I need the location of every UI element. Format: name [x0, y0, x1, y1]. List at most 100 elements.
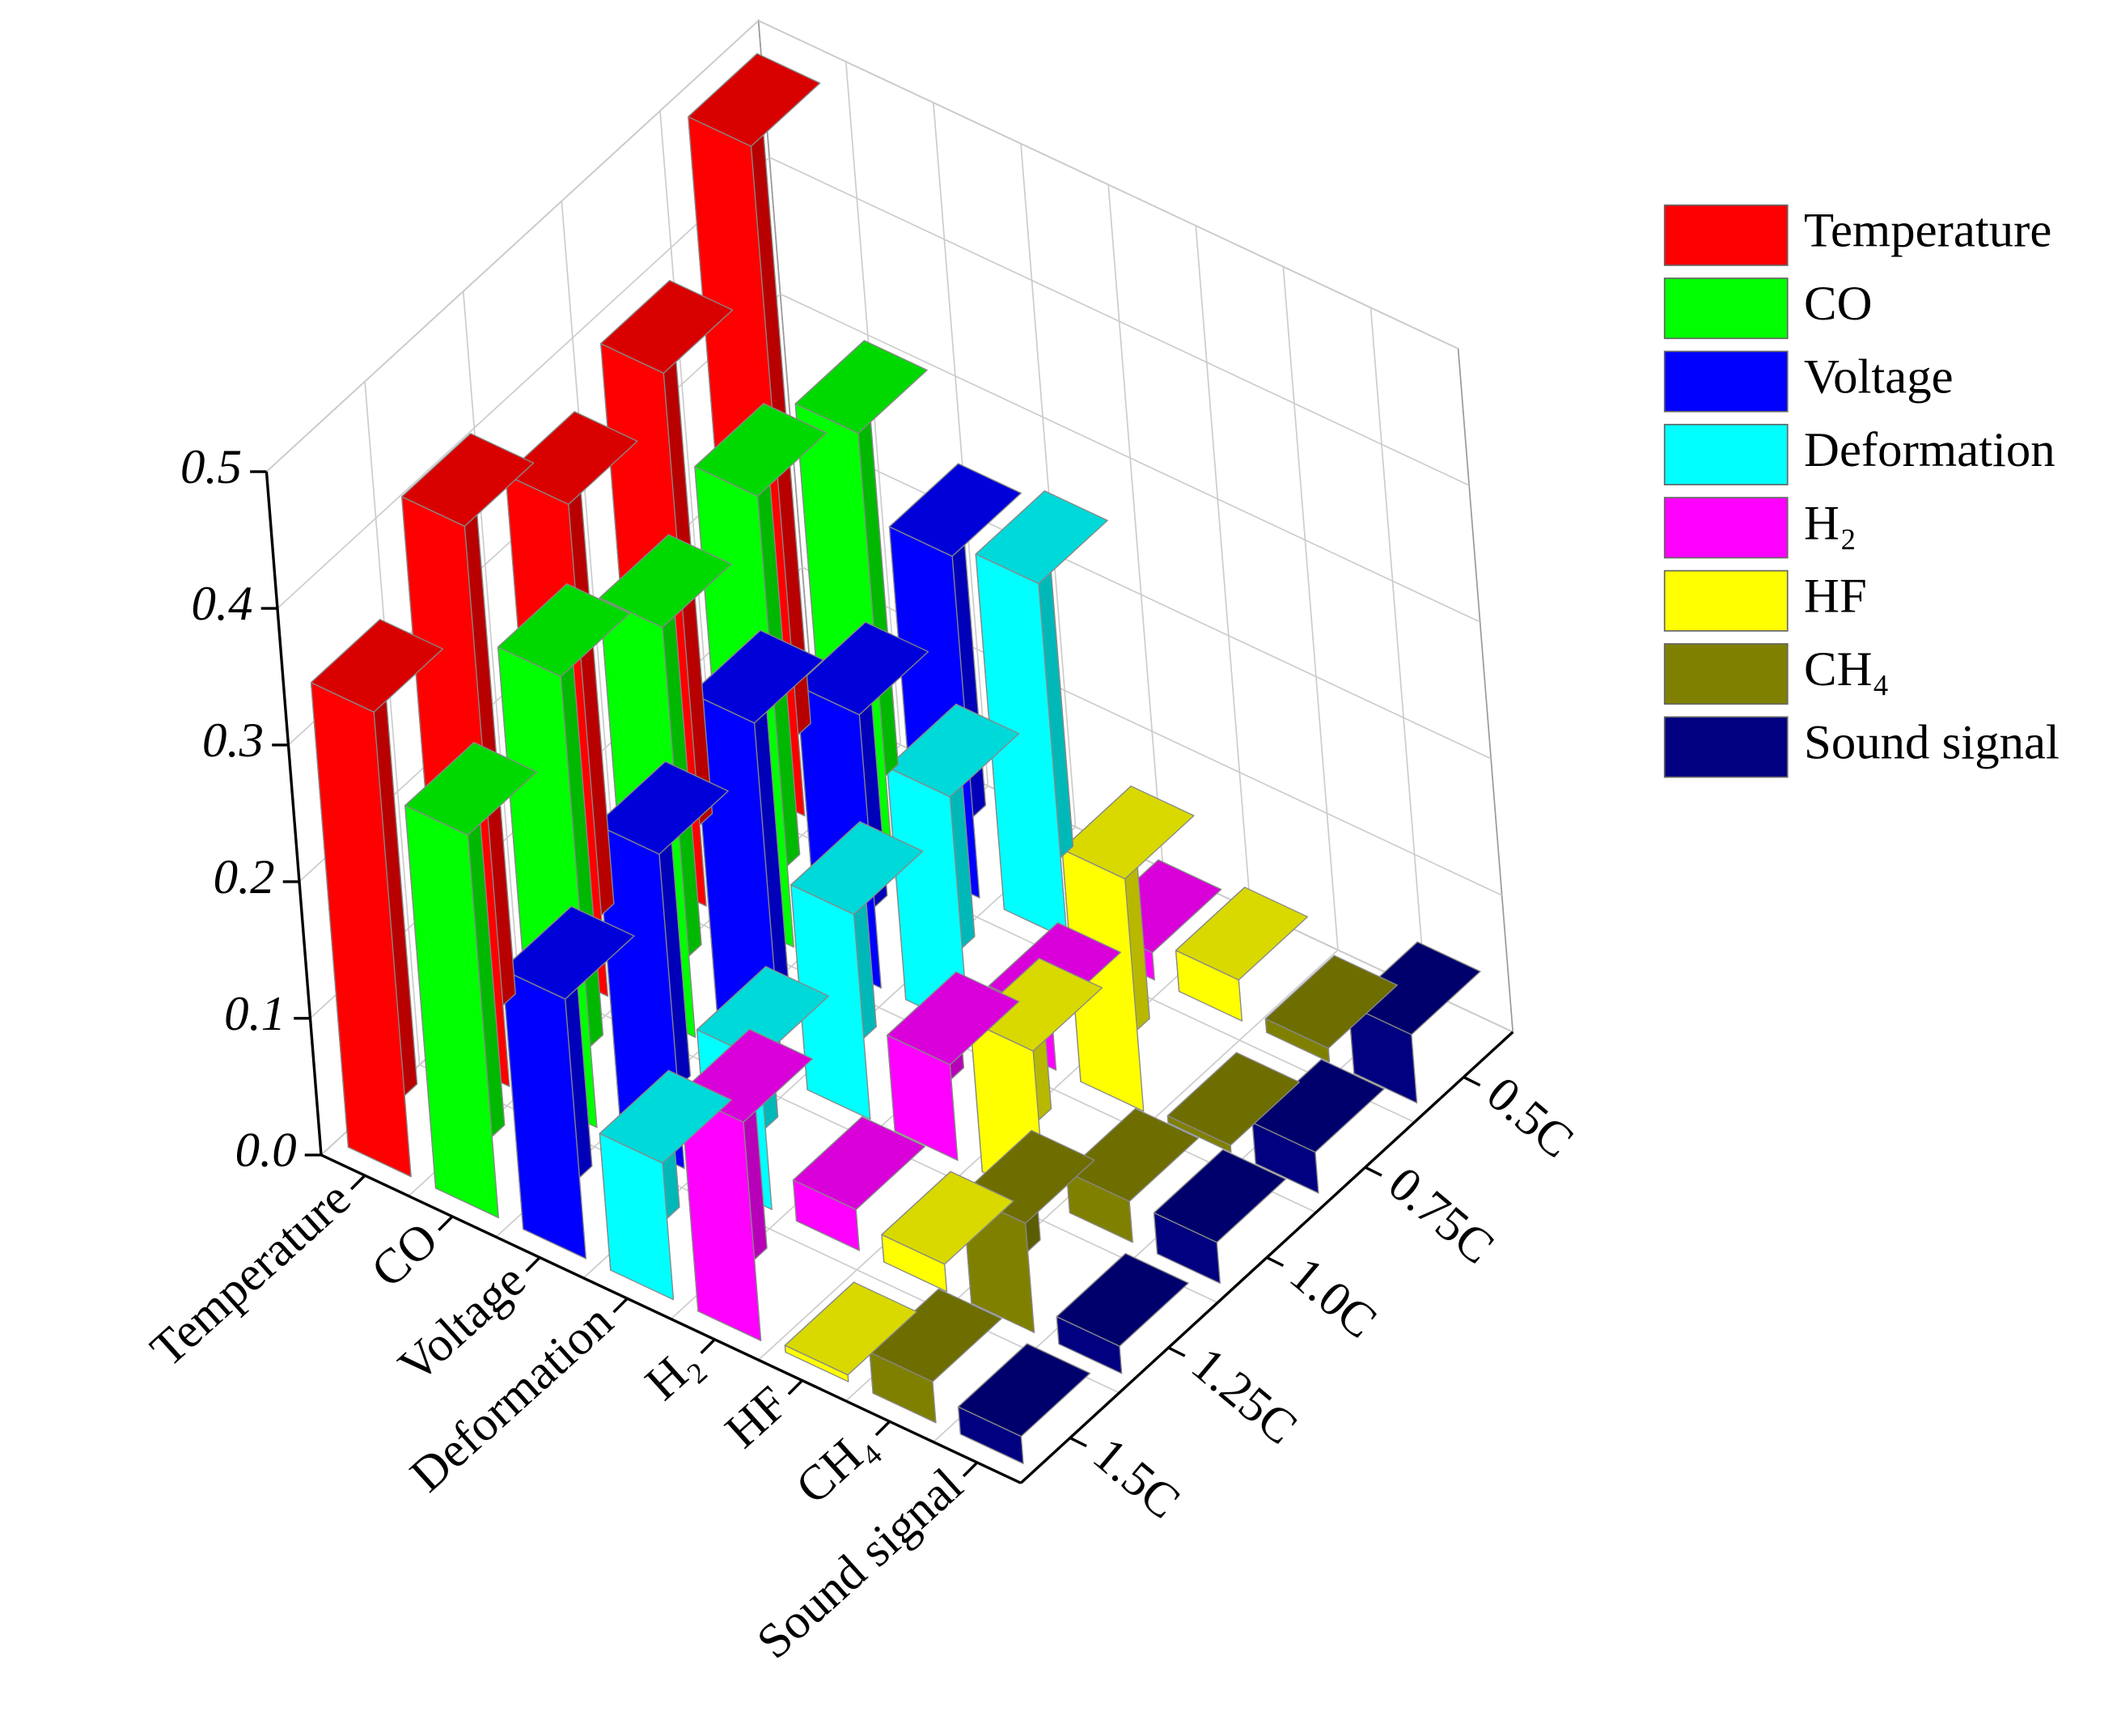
z-tick	[1069, 1436, 1087, 1448]
x-tick	[787, 1379, 803, 1395]
bar	[1061, 785, 1195, 1112]
grid-line	[790, 430, 1492, 760]
y-axis	[265, 471, 323, 1155]
bar-top	[790, 821, 924, 915]
y-tick-label: 0.2	[214, 850, 275, 904]
bar	[502, 905, 635, 1260]
y-tick-label: 0.5	[180, 440, 242, 494]
bar-top	[975, 490, 1108, 585]
legend-swatch	[1663, 497, 1789, 559]
legend-label: Voltage	[1804, 350, 1954, 404]
legend-label: CO	[1804, 277, 1872, 331]
bar	[957, 1343, 1091, 1465]
bar-top	[691, 629, 824, 724]
bar-top	[1251, 1059, 1385, 1153]
bar-top	[1175, 887, 1309, 981]
z-tick	[1463, 1075, 1481, 1087]
bar-top	[599, 534, 732, 629]
wall-grid	[364, 381, 421, 1065]
bar	[1153, 1149, 1287, 1285]
x-tick-label: HF	[715, 1376, 798, 1459]
grid-line	[768, 156, 1470, 486]
z-tick-label: 1.5C	[1083, 1427, 1190, 1529]
bar-top	[310, 619, 444, 713]
bar-top	[784, 1281, 917, 1376]
bar-top	[1061, 785, 1195, 880]
z-tick	[1266, 1255, 1285, 1268]
bar-top	[688, 53, 821, 147]
bar-top	[401, 433, 535, 527]
bar	[1348, 941, 1481, 1104]
grid-line	[277, 156, 770, 609]
x-tick-label: CO	[362, 1212, 449, 1298]
bar-top	[694, 403, 828, 497]
bar-top	[404, 742, 538, 836]
z-tick-label: 0.5C	[1476, 1066, 1583, 1168]
bar-top	[1166, 1052, 1300, 1146]
bar-top	[1153, 1149, 1287, 1243]
wall-grid	[462, 290, 519, 975]
bar	[1175, 887, 1309, 1022]
bar-top	[1264, 955, 1398, 1049]
grid-line	[780, 293, 1481, 623]
bar-top	[1348, 941, 1481, 1035]
wall-grid	[933, 102, 989, 786]
bar-top	[795, 621, 929, 716]
bar	[1056, 1252, 1189, 1374]
x-tick-label: Sound signal	[747, 1459, 973, 1670]
x-tick	[349, 1174, 366, 1191]
x-tick-label: Temperature	[141, 1171, 361, 1378]
bar	[881, 1171, 1014, 1293]
bar	[1264, 955, 1398, 1063]
bar-top	[969, 957, 1103, 1052]
y-tick-label: 0.3	[202, 713, 264, 768]
grid-line	[758, 19, 1458, 349]
bar-top	[887, 703, 1020, 798]
bar-top	[881, 1171, 1014, 1265]
bar	[784, 1281, 917, 1382]
bar-top	[497, 583, 631, 677]
bar-top	[792, 1116, 926, 1210]
legend-label: Temperature	[1804, 204, 2051, 258]
wall-grid	[561, 201, 617, 885]
legend-label: Sound signal	[1804, 715, 2060, 769]
bar	[887, 971, 1020, 1162]
x-tick-label: H₂	[635, 1335, 710, 1410]
bar-top	[888, 463, 1022, 557]
legend-label: CH₄	[1804, 642, 1890, 697]
z-tick-label: 0.75C	[1378, 1157, 1505, 1275]
bar-top	[1056, 1252, 1189, 1347]
bar	[1251, 1059, 1385, 1194]
bar-top	[1065, 1107, 1199, 1202]
z-tick-label: 1.25C	[1181, 1337, 1307, 1455]
legend-swatch	[1663, 643, 1789, 705]
bar	[310, 619, 444, 1178]
x-tick	[525, 1256, 541, 1272]
legend-label: Deformation	[1804, 423, 2055, 477]
z-tick	[1364, 1166, 1382, 1177]
bar-top	[595, 760, 729, 855]
legend-swatch	[1663, 716, 1789, 778]
legend-swatch	[1663, 277, 1789, 340]
bar-top	[599, 1069, 732, 1164]
wall-grid	[1195, 225, 1251, 909]
bar-top	[957, 1343, 1091, 1437]
bar-top	[505, 411, 638, 506]
x-tick	[612, 1297, 629, 1314]
wall-grid	[1370, 307, 1426, 992]
legend-swatch	[1663, 204, 1789, 266]
x-tick	[874, 1421, 891, 1437]
bar-top	[794, 340, 928, 434]
bar	[887, 703, 1020, 1030]
wall-grid	[1020, 143, 1077, 828]
x-tick-label: CH₄	[786, 1417, 886, 1514]
bar	[792, 1116, 926, 1251]
x-axis	[320, 1154, 1022, 1484]
legend-label: H₂	[1804, 496, 1856, 550]
x-tick	[962, 1461, 979, 1477]
x-tick	[438, 1215, 454, 1231]
bar	[869, 1288, 1002, 1424]
bar	[1065, 1107, 1199, 1243]
y-tick-label: 0.4	[192, 577, 253, 631]
